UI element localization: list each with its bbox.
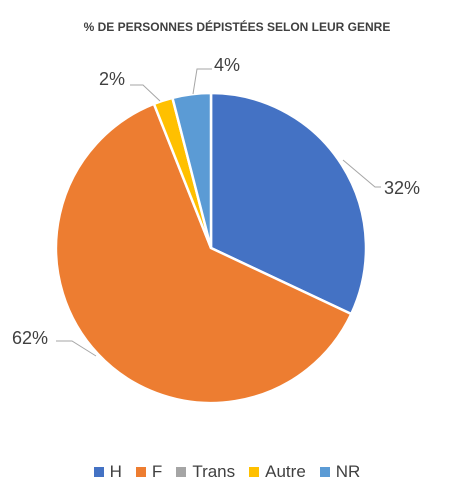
data-label-f: 62% [12,328,48,348]
data-label-autre: 2% [99,69,125,89]
legend-label-trans: Trans [192,462,236,481]
data-label-h: 32% [384,178,420,198]
leader-line-h [342,159,381,188]
pie-slices [54,91,368,405]
legend-entry-h: H [93,462,122,482]
legend-entry-autre: Autre [249,462,306,482]
legend-swatch-f [135,467,146,477]
chart-title: % DE PERSONNES DÉPISTÉES SELON LEUR GENR… [83,20,391,34]
legend-swatch-h [93,467,104,477]
legend-label-f: F [151,462,163,481]
pie-slice-f [54,102,353,405]
legend-entry-f: F [135,462,163,482]
legend-label-autre: Autre [265,462,306,481]
pie-slice-nr [170,91,213,249]
data-labels: 32% 62% 2% 4% [12,55,420,348]
pie-slice-h [209,91,368,316]
leader-lines [56,68,381,357]
legend-label-nr: NR [335,462,361,481]
legend-entry-trans: Trans [176,462,235,482]
leader-line-autre [130,84,161,102]
leader-line-f [56,340,97,357]
legend-swatch-trans [176,467,187,477]
legend-swatch-nr [319,467,330,477]
leader-line-nr [192,68,212,95]
legend-entry-nr: NR [319,462,361,482]
legend-label-h: H [109,462,122,481]
data-label-nr: 4% [214,55,240,75]
legend-swatch-autre [249,467,260,477]
legend: H F Trans Autre NR [0,462,454,482]
